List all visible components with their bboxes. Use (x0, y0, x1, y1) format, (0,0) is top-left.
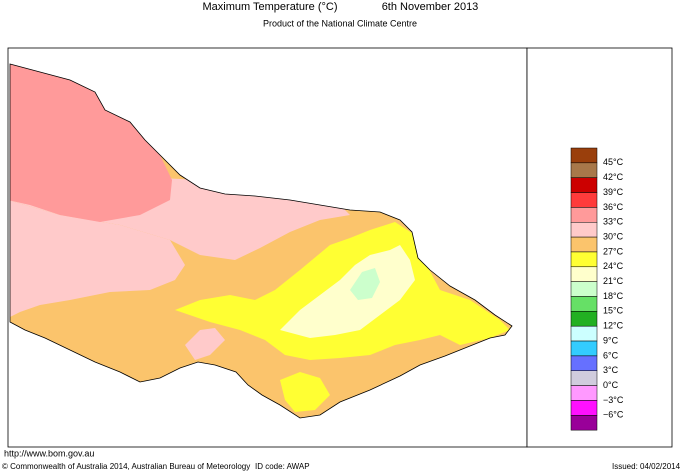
footer-id: ID code: AWAP (255, 462, 310, 471)
legend-label: 21°C (603, 276, 624, 286)
legend-label: 39°C (603, 187, 624, 197)
zone-21 (350, 268, 380, 300)
legend-swatch (570, 192, 598, 208)
legend-label: 33°C (603, 217, 624, 227)
map-title: Maximum Temperature (°C) (202, 1, 337, 13)
legend-label: 9°C (603, 335, 619, 345)
legend-swatch (570, 222, 598, 238)
map-subtitle: Product of the National Climate Centre (263, 18, 417, 28)
legend-label: 6°C (603, 350, 619, 360)
legend-label: 27°C (603, 246, 624, 256)
legend-swatch (570, 162, 598, 178)
zone-36 (10, 64, 172, 222)
legend-swatch (570, 400, 598, 416)
legend-swatch (570, 355, 598, 371)
legend-label: 36°C (603, 202, 624, 212)
state-outline (9, 63, 513, 419)
legend-label: −3°C (603, 395, 624, 405)
legend-label: 42°C (603, 172, 624, 182)
legend-label: 45°C (603, 157, 624, 167)
legend-swatch (570, 207, 598, 223)
legend-swatch (570, 415, 598, 431)
legend-label: 24°C (603, 261, 624, 271)
legend-swatch (570, 147, 598, 164)
legend-label: 0°C (603, 380, 619, 390)
zone-24 (280, 245, 415, 338)
footer-url: http://www.bom.gov.au (4, 448, 94, 458)
footer-copyright: © Commonwealth of Australia 2014, Austra… (2, 462, 250, 471)
legend-swatch (570, 325, 598, 342)
zone-27b (280, 372, 330, 412)
legend-swatch (570, 385, 598, 401)
legend-swatch (570, 251, 598, 268)
legend-frame (526, 47, 673, 448)
legend-swatch (570, 296, 598, 312)
legend-swatch (570, 281, 598, 297)
map-date: 6th November 2013 (382, 1, 479, 13)
legend-label: 12°C (603, 321, 624, 331)
legend-label: 15°C (603, 306, 624, 316)
legend-label: 3°C (603, 365, 619, 375)
legend-label: −6°C (603, 410, 624, 420)
footer-issued: Issued: 04/02/2014 (612, 462, 680, 471)
legend-swatch (570, 266, 598, 282)
legend-swatch (570, 311, 598, 327)
legend-label: 18°C (603, 291, 624, 301)
legend: 45°C 42°C 39°C 36°C 33°C 30°C 27°C 24°C 21°C 18°C… (570, 147, 624, 431)
legend-swatch (570, 236, 598, 253)
legend-swatch (570, 177, 598, 193)
zone-33c (185, 328, 225, 360)
legend-label: 30°C (603, 231, 624, 241)
legend-swatch (570, 340, 598, 357)
zone-33b (10, 200, 185, 318)
legend-swatch (570, 370, 598, 386)
